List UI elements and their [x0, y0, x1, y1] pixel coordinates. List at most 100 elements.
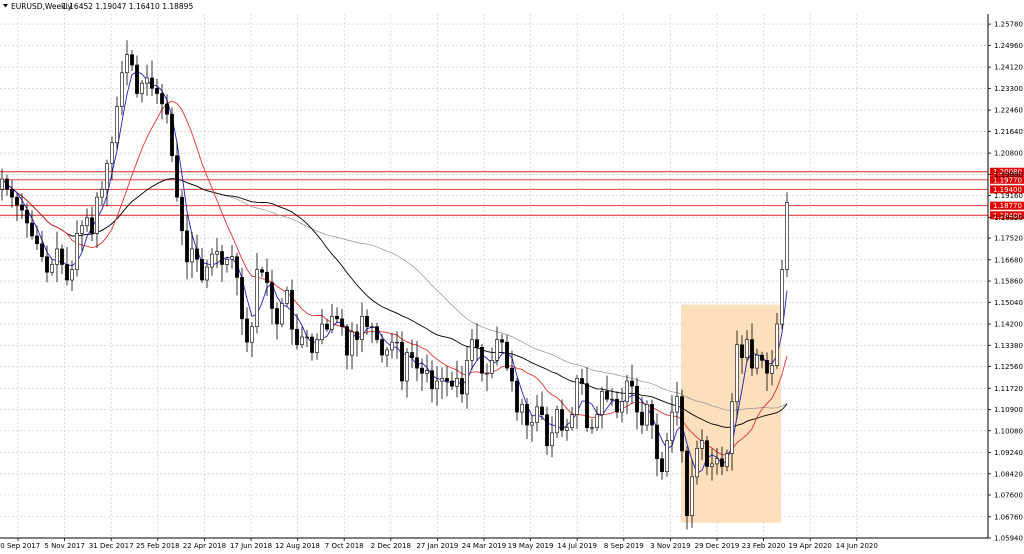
bull-candle-body	[360, 315, 364, 340]
bull-candle-body	[300, 336, 304, 346]
x-tick-label: 22 Apr 2018	[183, 542, 226, 550]
bear-candle-body	[65, 264, 69, 281]
candle	[730, 393, 734, 471]
bull-candle-body	[120, 72, 124, 107]
candle	[330, 303, 334, 334]
candle	[695, 440, 699, 485]
bear-candle-body	[410, 352, 414, 359]
candle	[200, 248, 204, 283]
candle	[60, 244, 64, 274]
candle	[225, 256, 229, 273]
bull-candle-body	[785, 202, 789, 270]
bear-candle-body	[760, 354, 764, 361]
candle	[620, 387, 624, 423]
bull-candle-body	[690, 476, 694, 517]
bear-candle-body	[340, 318, 344, 327]
bear-candle-body	[345, 326, 349, 356]
bull-candle-body	[730, 401, 734, 454]
x-tick-label: 25 Feb 2018	[136, 542, 180, 550]
candle	[780, 259, 784, 330]
candle	[610, 388, 614, 407]
candle	[545, 406, 549, 455]
level-price-label: 1.19770	[993, 176, 1022, 184]
bull-candle-body	[395, 341, 399, 344]
bull-candle-body	[305, 336, 309, 339]
candle	[440, 367, 444, 400]
x-tick-label: 19 Apr 2020	[789, 542, 832, 550]
candle	[5, 174, 9, 196]
candle	[295, 313, 299, 350]
candle	[755, 348, 759, 375]
candle	[710, 448, 714, 481]
candle	[485, 363, 489, 392]
candle	[700, 429, 704, 460]
candles-layer	[0, 40, 789, 530]
candle	[540, 391, 544, 421]
symbol-label: EURUSD,Weekly	[11, 2, 72, 11]
bear-candle-body	[90, 217, 94, 234]
candle	[535, 395, 539, 432]
bull-candle-body	[55, 248, 59, 265]
bull-candle-body	[485, 372, 489, 375]
bear-candle-body	[295, 328, 299, 346]
y-tick-label: 1.22460	[994, 107, 1023, 115]
level-price-badge	[990, 211, 1024, 220]
y-tick-label: 1.23300	[994, 85, 1023, 93]
bull-candle-body	[425, 370, 429, 374]
bull-candle-body	[255, 269, 259, 327]
candle	[735, 330, 739, 419]
candle	[750, 323, 754, 377]
bull-candle-body	[435, 380, 439, 390]
bull-candle-body	[465, 360, 469, 395]
candle	[120, 60, 124, 116]
x-tick-label: 19 May 2019	[508, 542, 554, 550]
x-tick-label: 27 Jan 2019	[416, 542, 458, 550]
bear-candle-body	[380, 339, 384, 356]
candle	[255, 253, 259, 334]
dropdown-arrow-icon[interactable]	[3, 4, 8, 8]
bull-candle-body	[455, 378, 459, 387]
bull-candle-body	[590, 427, 594, 429]
candle	[285, 286, 289, 307]
y-tick-label: 1.14200	[994, 321, 1023, 329]
bear-candle-body	[220, 251, 224, 265]
bull-candle-body	[575, 378, 579, 416]
x-tick-label: 5 Nov 2017	[44, 542, 84, 550]
candle	[70, 260, 74, 292]
x-tick-label: 2 Dec 2018	[371, 542, 411, 550]
bear-candle-body	[265, 271, 269, 283]
candle	[650, 399, 654, 439]
candle	[415, 341, 419, 382]
bear-candle-body	[525, 404, 529, 426]
candle	[455, 360, 459, 398]
bull-candle-body	[125, 54, 129, 74]
bull-candle-body	[530, 422, 534, 426]
bull-candle-body	[330, 315, 334, 330]
bull-candle-body	[205, 266, 209, 281]
bull-candle-body	[0, 178, 4, 190]
candle	[615, 391, 619, 419]
candle	[10, 179, 14, 208]
bull-candle-body	[470, 339, 474, 361]
candle	[635, 377, 639, 430]
level-price-badge	[990, 185, 1024, 194]
bull-candle-body	[95, 196, 99, 234]
candle	[600, 386, 604, 429]
bull-candle-body	[645, 404, 649, 426]
bear-candle-body	[515, 380, 519, 413]
ma-slow-line	[1, 178, 788, 428]
bear-candle-body	[605, 391, 609, 400]
bear-candle-body	[680, 396, 684, 452]
candle	[135, 55, 139, 98]
candle	[365, 309, 369, 335]
y-tick-label: 1.10080	[994, 427, 1023, 435]
candle	[130, 49, 134, 72]
candle	[320, 309, 324, 345]
bear-candle-body	[45, 256, 49, 273]
candle	[435, 366, 439, 406]
candle	[360, 302, 364, 353]
candle	[770, 350, 774, 386]
bull-candle-body	[100, 189, 104, 198]
